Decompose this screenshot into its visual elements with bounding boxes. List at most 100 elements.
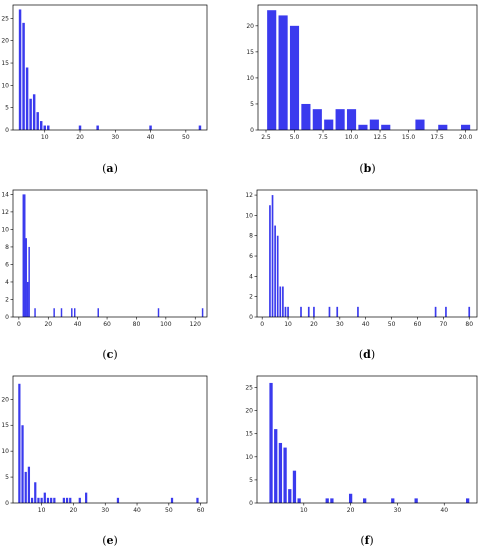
bar	[53, 497, 56, 503]
bar	[30, 497, 34, 503]
chart-f: 10 20 30 40 0 5 10 15 20 25 (f)	[245, 375, 478, 547]
bar	[336, 306, 339, 317]
bar	[358, 124, 368, 130]
y-tick-label: 0	[5, 500, 9, 507]
y-tick-label: 6	[5, 261, 9, 268]
y-tick-label: 5	[249, 477, 253, 484]
bar	[201, 308, 204, 317]
x-tick-label: 50	[182, 134, 190, 141]
bar	[29, 98, 32, 130]
bar	[274, 429, 278, 503]
bar	[357, 306, 359, 317]
bar	[312, 109, 322, 130]
y-tick-label: 10	[1, 226, 9, 233]
caption-letter: d	[363, 348, 371, 361]
subfigure-caption: (e)	[102, 534, 118, 547]
chart-d: 0 10 20 30 40 50 60 70 80 0 2 4 6 8 10 12 (d)	[245, 189, 478, 361]
bar	[196, 497, 199, 503]
y-tick-label: 15	[246, 49, 254, 56]
bar	[381, 124, 391, 130]
bar	[300, 306, 302, 317]
x-tick-label: 40	[147, 134, 155, 141]
bar	[445, 306, 447, 317]
x-tick-label: 80	[465, 321, 473, 328]
subfigure-caption: (d)	[359, 348, 375, 361]
y-tick-label: 5	[5, 105, 9, 112]
y-tick-label: 25	[1, 15, 9, 22]
y-tick-label: 12	[245, 192, 253, 199]
bar	[170, 497, 174, 503]
bar	[18, 383, 21, 503]
bar	[37, 497, 40, 503]
x-tick-label: 10.0	[345, 134, 359, 141]
y-tick-label: 0	[5, 127, 9, 134]
bar	[438, 124, 448, 130]
bar	[335, 109, 345, 130]
bar	[284, 306, 287, 317]
x-tick-label: 30	[394, 507, 402, 514]
subfigure-caption: (c)	[102, 348, 117, 361]
x-tick-label: 20	[76, 134, 84, 141]
x-tick-label: 30	[101, 507, 109, 514]
axes-frame	[257, 4, 478, 131]
x-tick-label: 40	[133, 507, 141, 514]
x-tick-label: 50	[165, 507, 173, 514]
caption-letter: a	[106, 162, 113, 175]
caption-letter: e	[107, 534, 114, 547]
y-tick-label: 4	[249, 273, 253, 280]
x-tick-label: 10	[41, 134, 49, 141]
x-tick-label: 100	[160, 321, 172, 328]
y-tick-label: 12	[1, 209, 9, 216]
bar	[39, 121, 43, 130]
bar	[434, 306, 437, 317]
bar	[278, 15, 288, 131]
y-tick-label: 10	[246, 75, 254, 82]
bar	[34, 482, 37, 503]
y-tick-label: 15	[1, 422, 9, 429]
bar	[24, 194, 26, 317]
x-tick-label: 80	[133, 321, 141, 328]
x-tick-label: 20	[70, 507, 78, 514]
bar	[78, 125, 82, 130]
bar	[36, 112, 39, 130]
bar	[34, 308, 36, 317]
y-tick-label: 20	[1, 38, 9, 45]
axes-frame	[256, 189, 478, 318]
x-tick-label: 20.0	[459, 134, 473, 141]
bar	[325, 498, 329, 503]
bar	[274, 225, 276, 317]
bar	[328, 306, 331, 317]
bar	[69, 497, 72, 503]
y-tick-label: 6	[249, 253, 253, 260]
bar	[27, 466, 31, 503]
x-tick-label: 20	[44, 321, 52, 328]
x-tick-label: 17.5	[430, 134, 444, 141]
x-tick-label: 5.0	[290, 134, 300, 141]
bar	[60, 308, 63, 317]
x-tick-label: 30	[111, 134, 119, 141]
chart-e: 10 20 30 40 50 60 0 5 10 15 20 (e)	[1, 375, 208, 547]
subfigure-caption: (b)	[359, 162, 375, 175]
caption-letter: c	[107, 348, 114, 361]
x-tick-label: 20	[347, 507, 355, 514]
x-tick-label: 0	[260, 321, 264, 328]
x-tick-label: 60	[103, 321, 111, 328]
x-tick-label: 7.5	[318, 134, 328, 141]
bar	[289, 25, 300, 130]
y-tick-label: 8	[249, 233, 253, 240]
bar	[283, 447, 287, 503]
y-tick-label: 0	[249, 314, 253, 321]
x-tick-label: 40	[74, 321, 82, 328]
x-tick-label: 60	[197, 507, 205, 514]
chart-b: 2.5 5.0 7.5 10.0 12.5 15.0 17.5 20.0 0 5 10 15 20 (b)	[246, 4, 478, 175]
x-tick-label: 70	[440, 321, 448, 328]
bar	[271, 195, 274, 317]
bar	[32, 94, 36, 130]
x-tick-label: 40	[362, 321, 370, 328]
y-tick-label: 20	[1, 396, 9, 403]
subfigure-caption: (f)	[360, 534, 373, 547]
x-tick-label: 2.5	[261, 134, 271, 141]
bar	[96, 125, 99, 130]
bar	[97, 308, 99, 317]
